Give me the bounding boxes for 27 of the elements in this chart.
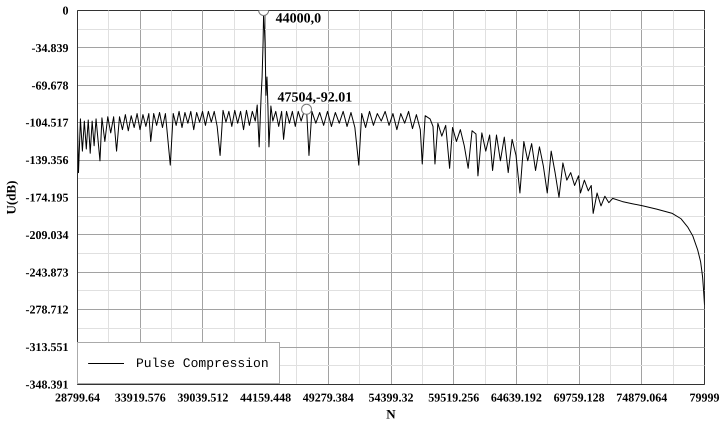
- annotation: 44000,0: [276, 12, 322, 26]
- x-tick-label: 44159.448: [240, 390, 292, 404]
- x-tick-label: 54399.32: [368, 390, 414, 404]
- x-tick-label: 64639.192: [490, 390, 542, 404]
- x-tick-label: 79999: [690, 390, 720, 404]
- y-tick-label: -348.391: [26, 378, 69, 392]
- annotation: 47504,-92.01: [278, 90, 352, 106]
- x-tick-label: 59519.256: [428, 390, 480, 404]
- y-tick-label: -243.873: [26, 265, 69, 280]
- x-axis-title: N: [386, 406, 396, 422]
- y-tick-label: -209.034: [26, 228, 69, 242]
- x-tick-label: 28799.64: [55, 390, 100, 404]
- y-tick-label: -313.551: [26, 340, 69, 354]
- x-tick-label: 33919.576: [114, 390, 166, 404]
- x-tick-label: 69759.128: [554, 390, 605, 404]
- y-tick-label: -69.678: [32, 78, 69, 92]
- x-tick-label: 74879.064: [616, 390, 668, 404]
- x-tick-label: 39039.512: [177, 390, 228, 404]
- x-tick-label: 49279.384: [302, 390, 354, 404]
- y-tick-label: 0: [62, 4, 68, 18]
- y-tick-label: -174.195: [26, 190, 69, 204]
- y-tick-label: -104.517: [26, 116, 69, 130]
- y-tick-label: -278.712: [26, 302, 69, 317]
- legend-label: Pulse Compression: [136, 356, 269, 370]
- y-axis-title: U(dB): [4, 180, 19, 214]
- y-tick-label: -139.356: [26, 153, 69, 168]
- y-tick-label: -34.839: [32, 40, 69, 55]
